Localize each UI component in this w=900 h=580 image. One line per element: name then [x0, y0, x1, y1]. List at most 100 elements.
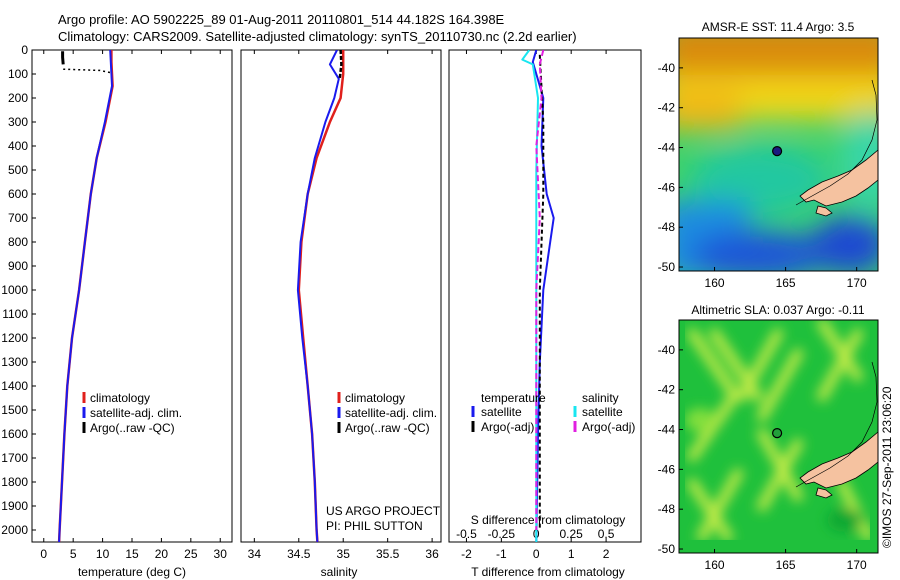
land-stewart-island [815, 205, 833, 217]
legend-label-satellite: satellite-adj. clim. [345, 406, 437, 420]
salinity-tick-label: 34 [248, 547, 262, 561]
temperature-tick-label: 25 [184, 547, 198, 561]
depth-tick-label: 1200 [1, 331, 28, 345]
map-y-tick-label: -50 [658, 542, 676, 556]
depth-tick-label: 1000 [1, 283, 28, 297]
legend-label-t-argo: Argo(-adj) [481, 420, 534, 434]
project-line1: US ARGO PROJECT [326, 504, 441, 518]
sla-map-frame [678, 319, 879, 554]
depth-tick-label: 800 [8, 235, 28, 249]
t-difference-tick-label: -2 [461, 547, 472, 561]
temperature-tick-label: 10 [96, 547, 110, 561]
salinity-panel: 34 34.5 35 35.5 36 salinity climatology sate… [240, 49, 442, 579]
s-difference-tick-label: 0.5 [598, 527, 615, 541]
map-y-tick-label: -46 [658, 462, 676, 476]
legend-label-climatology: climatology [90, 391, 150, 405]
imos-credit: ©IMOS 27-Sep-2011 23:06:20 [880, 386, 894, 548]
temperature-tick-label: 15 [125, 547, 139, 561]
legend-label-t-satellite: satellite [481, 405, 522, 419]
depth-tick-label: 1500 [1, 403, 28, 417]
t-difference-tick-label: -1 [496, 547, 507, 561]
difference-panel: -2 -1 0 1 2 -0.5 -0.25 0 0.25 0.5 S difference f… [448, 49, 642, 579]
depth-tick-label: 1800 [1, 475, 28, 489]
argo-line [338, 50, 343, 79]
depth-tick-label: 100 [8, 67, 28, 81]
s-difference-tick-label: -0.5 [456, 527, 477, 541]
temperature-panel: 0100200300400500600700800900100011001200… [1, 43, 453, 579]
difference-axes [448, 49, 642, 543]
map-y-tick-label: -48 [658, 502, 676, 516]
legend-label-satellite: satellite-adj. clim. [90, 406, 182, 420]
temperature-xlabel: temperature (deg C) [78, 565, 186, 579]
depth-tick-label: 1100 [2, 307, 28, 321]
temperature-x-axis: 0 5 10 15 20 25 30 [40, 50, 227, 561]
difference-legend: temperature salinity satellite Argo(-adj… [471, 391, 635, 434]
sla-map-title: Altimetric SLA: 0.037 Argo: -0.11 [691, 303, 865, 317]
land-stewart-island [815, 487, 833, 499]
argo-line [61, 51, 65, 65]
temperature-tick-label: 20 [155, 547, 169, 561]
legend-label-climatology: climatology [345, 391, 405, 405]
salinity-tick-label: 35.5 [376, 547, 400, 561]
depth-tick-label: 300 [8, 115, 28, 129]
temperature-tick-label: 30 [214, 547, 228, 561]
s-difference-tick-label: 0.25 [560, 527, 584, 541]
map-x-tick-label: 170 [847, 558, 867, 572]
salinity-tick-label: 35 [337, 547, 351, 561]
s-difference-tick-label: -0.25 [488, 527, 516, 541]
salinity-tick-label: 34.5 [287, 547, 311, 561]
argo-float-marker [771, 428, 783, 439]
map-y-tick-label: -40 [658, 343, 676, 357]
t-difference-tick-label: 1 [568, 547, 575, 561]
legend-label-s-satellite: satellite [582, 405, 623, 419]
figure-title-line2: Climatology: CARS2009. Satellite-adjuste… [58, 29, 577, 44]
difference-lines [521, 50, 555, 542]
sst-map-title: AMSR-E SST: 11.4 Argo: 3.5 [702, 20, 855, 34]
temperature-argo-difference-line [538, 54, 545, 530]
depth-tick-label: 1600 [1, 427, 28, 441]
map-y-tick-label: -40 [658, 61, 676, 75]
salinity-difference-tick-labels: -0.5 -0.25 0 0.25 0.5 [456, 527, 615, 541]
salinity-lines [296, 50, 345, 542]
map-x-tick-label: 160 [705, 276, 725, 290]
salinity-tick-label: 36 [425, 547, 439, 561]
satellite-adj-clim-line [58, 50, 113, 542]
sla-map-axes: 160 165 170 -40 -42 -44 -46 -48 -50 [658, 343, 867, 572]
temperature-legend: climatology satellite-adj. clim. Argo(..… [82, 391, 182, 435]
salinity-satellite-difference-line [521, 50, 539, 542]
legend-header-temperature: temperature [481, 391, 546, 405]
depth-tick-label: 600 [8, 187, 28, 201]
temperature-lines [57, 50, 114, 542]
map-x-tick-label: 170 [847, 276, 867, 290]
sst-map-axes: 160 165 170 -40 -42 -44 -46 -48 -50 [658, 61, 867, 290]
legend-label-argo: Argo(..raw -QC) [345, 421, 430, 435]
depth-tick-label: 1700 [1, 451, 28, 465]
depth-tick-label: 700 [8, 211, 28, 225]
sla-map-panel: Altimetric SLA: 0.037 Argo: -0.11 160 165… [658, 303, 879, 572]
sst-map-panel: AMSR-E SST: 11.4 Argo: 3.5 160 165 170 -40 -… [658, 20, 879, 290]
map-y-tick-label: -44 [658, 141, 676, 155]
salinity-argo-difference-line [535, 50, 545, 530]
depth-tick-label: 2000 [1, 523, 28, 537]
temperature-tick-label: 5 [70, 547, 77, 561]
legend-header-salinity: salinity [582, 391, 619, 405]
depth-tick-label: 400 [8, 139, 28, 153]
sla-heatmap [679, 320, 878, 553]
map-y-tick-label: -48 [658, 220, 676, 234]
coastline-contour [795, 361, 878, 488]
salinity-x-axis: 34 34.5 35 35.5 36 [248, 50, 439, 561]
depth-tick-label: 500 [8, 163, 28, 177]
temperature-axes [31, 49, 233, 543]
argo-raw-dotted-line [63, 68, 112, 74]
t-difference-xlabel: T difference from climatology [471, 565, 625, 579]
salinity-legend: climatology satellite-adj. clim. Argo(..… [337, 391, 437, 435]
map-y-tick-label: -46 [658, 180, 676, 194]
figure-title-line1: Argo profile: AO 5902225_89 01-Aug-2011 … [58, 12, 505, 27]
argo-float-marker [771, 146, 783, 157]
depth-tick-label: 900 [8, 259, 28, 273]
map-x-tick-label: 160 [705, 558, 725, 572]
project-line2: PI: PHIL SUTTON [326, 519, 423, 533]
salinity-xlabel: salinity [321, 565, 358, 579]
map-y-tick-label: -42 [658, 383, 676, 397]
